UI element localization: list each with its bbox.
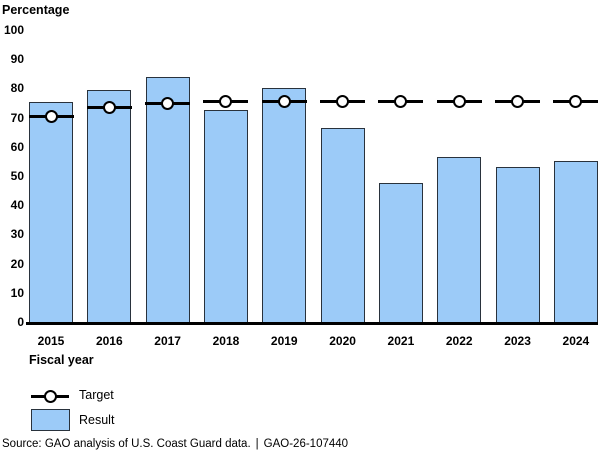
source-text: Source: GAO analysis of U.S. Coast Guard… bbox=[2, 438, 251, 450]
legend-label-result: Result bbox=[79, 413, 115, 427]
legend-label-target: Target bbox=[79, 388, 114, 402]
target-marker-icon bbox=[44, 390, 57, 403]
result-swatch-icon bbox=[31, 409, 70, 431]
x-tick-label: 2022 bbox=[445, 334, 473, 348]
x-axis-title: Fiscal year bbox=[29, 353, 94, 367]
y-tick-label: 100 bbox=[3, 23, 24, 37]
result-bar bbox=[203, 110, 248, 323]
source-separator: | bbox=[255, 438, 259, 450]
target-marker-dot bbox=[394, 95, 408, 109]
result-bar bbox=[145, 76, 190, 323]
y-tick-label: 40 bbox=[10, 198, 24, 213]
target-marker-dot bbox=[44, 109, 58, 123]
y-tick-label: 60 bbox=[10, 139, 24, 154]
result-bar bbox=[87, 89, 132, 323]
result-bar bbox=[378, 183, 423, 323]
result-bar bbox=[320, 127, 365, 323]
result-bar bbox=[262, 88, 307, 323]
target-marker-dot bbox=[452, 95, 466, 109]
y-tick-label: 20 bbox=[10, 256, 24, 271]
y-tick-label: 10 bbox=[10, 285, 24, 300]
result-bar bbox=[437, 157, 482, 323]
y-axis-title: Percentage bbox=[2, 3, 70, 17]
target-marker-dot bbox=[219, 95, 233, 109]
result-bar bbox=[495, 167, 540, 323]
y-tick-label: 90 bbox=[10, 52, 24, 67]
x-tick-label: 2016 bbox=[95, 334, 123, 348]
x-tick-label: 2018 bbox=[212, 334, 240, 348]
target-marker-dot bbox=[511, 95, 525, 109]
target-marker-dot bbox=[102, 100, 116, 114]
x-tick-label: 2020 bbox=[329, 334, 356, 348]
source-note: Source: GAO analysis of U.S. Coast Guard… bbox=[2, 438, 348, 450]
y-tick-label: 0 bbox=[17, 315, 24, 329]
target-marker-dot bbox=[277, 95, 291, 109]
y-tick-label: 50 bbox=[10, 169, 24, 183]
report-number: GAO-26-107440 bbox=[263, 438, 349, 450]
x-tick-label: 2019 bbox=[270, 334, 298, 348]
y-tick-label: 70 bbox=[10, 110, 24, 125]
x-tick-label: 2024 bbox=[562, 334, 590, 348]
result-bar bbox=[553, 161, 598, 323]
x-tick-label: 2021 bbox=[387, 334, 415, 348]
x-axis-line bbox=[26, 322, 598, 325]
x-tick-label: 2023 bbox=[504, 334, 531, 348]
y-tick-label: 30 bbox=[10, 227, 24, 242]
y-tick-label: 80 bbox=[10, 81, 24, 96]
x-tick-label: 2017 bbox=[154, 334, 181, 348]
target-marker-dot bbox=[336, 95, 350, 109]
target-marker-dot bbox=[569, 95, 583, 109]
x-tick-label: 2015 bbox=[37, 334, 65, 348]
target-marker-dot bbox=[161, 96, 175, 110]
result-bar bbox=[29, 101, 73, 323]
